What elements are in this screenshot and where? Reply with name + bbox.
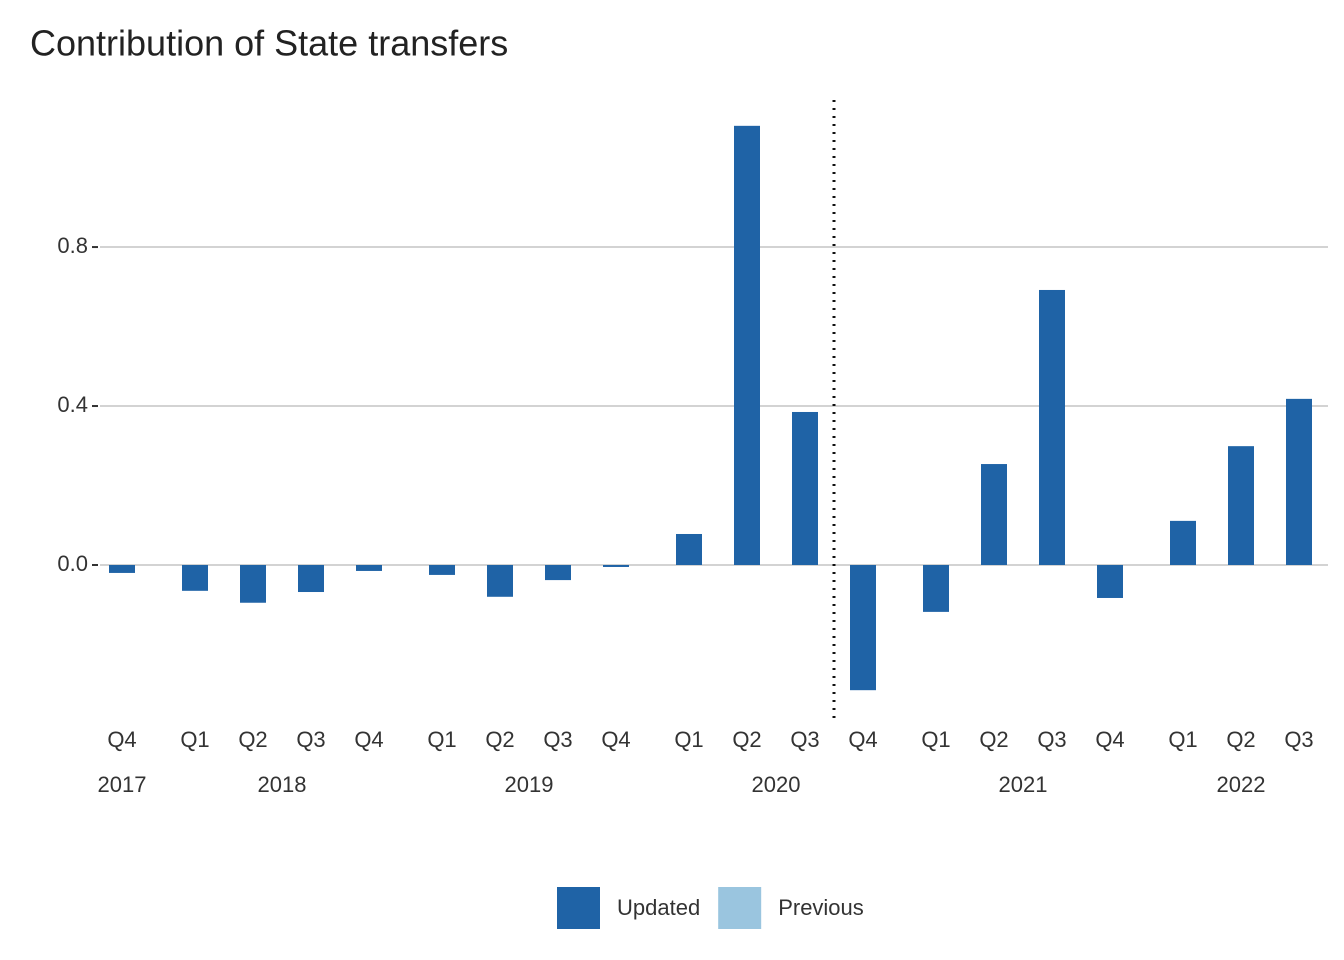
y-tick-label: 0.0 <box>57 551 88 576</box>
x-tick-label: Q2 <box>1226 727 1255 752</box>
legend-label: Previous <box>778 895 864 920</box>
x-tick-label: Q2 <box>485 727 514 752</box>
bar <box>545 564 571 581</box>
x-tick-label: Q1 <box>921 727 950 752</box>
year-label: 2017 <box>98 772 147 797</box>
x-tick-label: Q1 <box>674 727 703 752</box>
x-tick-label: Q1 <box>180 727 209 752</box>
x-tick-label: Q4 <box>1095 727 1124 752</box>
bar <box>1170 520 1196 565</box>
legend-swatch <box>718 887 762 929</box>
x-tick-label: Q4 <box>848 727 877 752</box>
x-tick-label: Q3 <box>1037 727 1066 752</box>
legend-label: Updated <box>617 895 700 920</box>
bar <box>356 564 382 571</box>
x-tick-label: Q3 <box>543 727 572 752</box>
bar <box>850 564 876 691</box>
bar <box>981 464 1007 565</box>
x-tick-label: Q4 <box>601 727 630 752</box>
bar <box>1039 289 1065 565</box>
chart-title: Contribution of State transfers <box>30 23 508 64</box>
bar <box>676 533 702 565</box>
y-tick-label: 0.4 <box>57 392 88 417</box>
bar <box>792 411 818 565</box>
bar <box>603 564 629 567</box>
x-tick-label: Q2 <box>238 727 267 752</box>
x-tick-label: Q2 <box>732 727 761 752</box>
bar <box>487 564 513 597</box>
x-tick-label: Q4 <box>107 727 136 752</box>
bar <box>429 564 455 575</box>
x-tick-label: Q3 <box>790 727 819 752</box>
y-tick-label: 0.8 <box>57 233 88 258</box>
bar <box>182 564 208 591</box>
x-tick-label: Q3 <box>296 727 325 752</box>
bar <box>1286 398 1312 565</box>
year-label: 2021 <box>999 772 1048 797</box>
legend-swatch <box>557 887 600 929</box>
year-label: 2019 <box>505 772 554 797</box>
bar <box>240 564 266 603</box>
bar <box>109 564 135 573</box>
bar <box>1097 564 1123 598</box>
bar <box>734 125 760 565</box>
year-label: 2018 <box>258 772 307 797</box>
x-tick-label: Q1 <box>427 727 456 752</box>
x-tick-label: Q1 <box>1168 727 1197 752</box>
bar <box>923 564 949 612</box>
bar <box>298 564 324 593</box>
year-label: 2022 <box>1217 772 1266 797</box>
x-tick-label: Q4 <box>354 727 383 752</box>
year-label: 2020 <box>752 772 801 797</box>
x-tick-label: Q2 <box>979 727 1008 752</box>
bar <box>1228 446 1254 565</box>
x-tick-label: Q3 <box>1284 727 1313 752</box>
